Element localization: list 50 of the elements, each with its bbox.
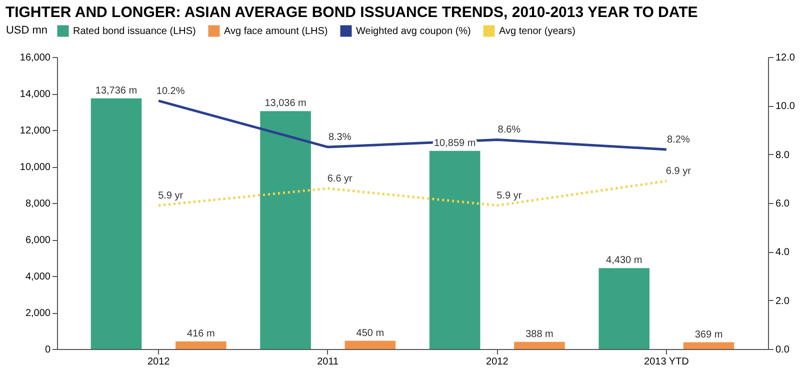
data-label: 8.2% xyxy=(667,134,690,146)
y-tick-label: 4,000 xyxy=(25,272,51,282)
legend-label: Rated bond issuance (LHS) xyxy=(73,26,196,37)
y2-tick-label: 2.0 xyxy=(776,296,790,307)
y-tick-label: 10,000 xyxy=(20,162,51,173)
y2-tick-label: 6.0 xyxy=(776,198,790,210)
data-label: 450 m xyxy=(356,328,384,339)
y-tick-label: 2,000 xyxy=(25,308,51,319)
legend-label: Avg tenor (years) xyxy=(499,26,576,37)
data-label: 13,736 m xyxy=(95,85,138,96)
x-tick-label: 2013 YTD xyxy=(644,356,689,368)
y-tick-label: 0 xyxy=(44,344,51,356)
y2-tick-label: 4.0 xyxy=(776,247,790,258)
y2-tick-label: 0.0 xyxy=(776,344,790,356)
chart-title: TIGHTER AND LONGER: ASIAN AVERAGE BOND ISSUANCE TRENDS, 2010-2013 YEAR TO DATE xyxy=(5,4,698,21)
data-label: 6.9 yr xyxy=(666,166,692,178)
bar xyxy=(429,150,480,349)
data-label: 8.3% xyxy=(328,132,352,144)
x-tick-label: 2012 xyxy=(147,356,170,368)
data-label: 6.6 yr xyxy=(327,173,354,184)
data-label: 10.2% xyxy=(156,86,185,97)
data-label: 5.9 yr xyxy=(158,190,184,202)
bar xyxy=(260,111,311,349)
bar xyxy=(683,342,734,349)
y-tick-label: 16,000 xyxy=(20,52,51,64)
y-tick-label: 6,000 xyxy=(25,235,51,246)
y-tick-label: 8,000 xyxy=(25,198,51,210)
y2-tick-label: 8.0 xyxy=(776,150,790,161)
y2-tick-label: 10.0 xyxy=(776,101,796,112)
bar xyxy=(514,342,565,349)
y2-tick-label: 12.0 xyxy=(776,52,796,64)
x-tick-label: 2012 xyxy=(486,356,509,368)
data-label: 8.6% xyxy=(498,124,521,136)
y-tick-label: 12,000 xyxy=(20,126,51,136)
bar xyxy=(90,98,142,349)
data-label: 13,036 m xyxy=(264,98,306,110)
data-label: 388 m xyxy=(526,328,554,340)
data-label: 4,430 m xyxy=(606,255,642,266)
data-label: 5.9 yr xyxy=(496,190,522,202)
bar xyxy=(598,268,650,349)
legend-label: Weighted avg coupon (%) xyxy=(356,26,471,37)
bar xyxy=(344,340,396,349)
x-tick-label: 2011 xyxy=(317,356,340,368)
data-label: 416 m xyxy=(186,328,215,340)
data-label: 369 m xyxy=(694,329,723,340)
bar xyxy=(176,341,226,349)
legend-label: Avg face amount (LHS) xyxy=(224,26,328,37)
y-axis-title: USD mn xyxy=(6,24,48,36)
line-series xyxy=(157,100,668,151)
y-tick-label: 14,000 xyxy=(20,89,51,100)
